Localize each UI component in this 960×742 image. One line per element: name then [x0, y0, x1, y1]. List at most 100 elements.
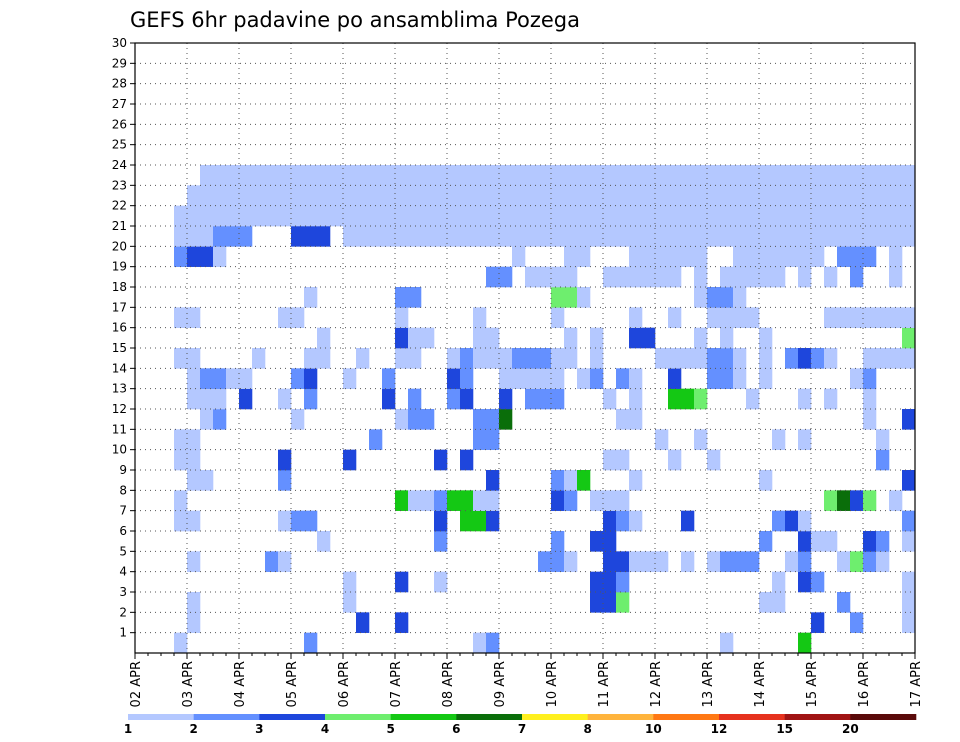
- heatmap-cell: [356, 348, 370, 369]
- heatmap-cell: [356, 185, 370, 206]
- heatmap-cell: [798, 632, 812, 654]
- heatmap-cell: [902, 205, 916, 227]
- heatmap-cell: [772, 226, 786, 247]
- x-tick-label: 11 APR: [597, 661, 612, 707]
- heatmap-cell: [174, 348, 188, 369]
- heatmap-cell: [681, 185, 695, 206]
- heatmap-cell: [473, 409, 487, 430]
- heatmap-cell: [408, 490, 422, 511]
- heatmap-cell: [603, 449, 617, 471]
- heatmap-cell: [564, 246, 578, 267]
- heatmap-cell: [187, 470, 201, 491]
- heatmap-cell: [486, 510, 500, 532]
- heatmap-cell: [837, 226, 851, 247]
- heatmap-cell: [681, 226, 695, 247]
- heatmap-cell: [278, 205, 292, 227]
- heatmap-cell: [187, 449, 201, 471]
- heatmap-cell: [590, 185, 604, 206]
- heatmap-cell: [265, 551, 279, 572]
- heatmap-cell: [707, 185, 721, 206]
- heatmap-cell: [655, 246, 669, 267]
- heatmap-cell: [759, 368, 773, 389]
- heatmap-cell: [226, 226, 240, 247]
- heatmap-cell: [785, 185, 799, 206]
- y-tick-label: 30: [112, 36, 127, 50]
- heatmap-cell: [798, 510, 812, 532]
- heatmap-cell: [538, 226, 552, 247]
- heatmap-cell: [902, 348, 916, 369]
- heatmap-cell: [434, 165, 448, 186]
- heatmap-cell: [395, 571, 409, 593]
- heatmap-cell: [616, 409, 630, 430]
- x-tick-label: 16 APR: [857, 661, 872, 707]
- heatmap-cell: [538, 368, 552, 389]
- y-tick-label: 26: [112, 117, 127, 131]
- heatmap-cell: [447, 368, 461, 389]
- heatmap-cell: [460, 165, 474, 186]
- heatmap-cell: [512, 185, 526, 206]
- heatmap-cell: [551, 531, 565, 552]
- heatmap-cell: [590, 368, 604, 389]
- y-tick-label: 25: [112, 138, 127, 152]
- heatmap-cell: [486, 409, 500, 430]
- y-tick-label: 12: [112, 402, 127, 416]
- y-tick-label: 14: [112, 361, 127, 375]
- heatmap-cell: [252, 185, 266, 206]
- heatmap-cell: [564, 266, 578, 288]
- heatmap-cell: [759, 165, 773, 186]
- heatmap-cell: [551, 266, 565, 288]
- y-tick-label: 1: [119, 626, 127, 640]
- legend-swatch: [390, 714, 457, 720]
- heatmap-cell: [863, 409, 877, 430]
- legend-label: 2: [189, 722, 197, 736]
- heatmap-cell: [343, 368, 357, 389]
- heatmap-cell: [889, 307, 903, 328]
- y-tick-label: 20: [112, 239, 127, 253]
- heatmap-cell: [772, 165, 786, 186]
- heatmap-cell: [551, 551, 565, 572]
- heatmap-cell: [798, 429, 812, 450]
- heatmap-cell: [720, 226, 734, 247]
- x-tick-label: 08 APR: [441, 661, 456, 707]
- heatmap-cell: [629, 327, 643, 349]
- heatmap-cell: [395, 185, 409, 206]
- heatmap-cell: [616, 551, 630, 572]
- heatmap-cell: [798, 226, 812, 247]
- heatmap-cell: [486, 348, 500, 369]
- heatmap-cell: [772, 246, 786, 267]
- heatmap-cell: [642, 226, 656, 247]
- heatmap-cell: [668, 205, 682, 227]
- heatmap-cell: [733, 307, 747, 328]
- heatmap-cell: [707, 165, 721, 186]
- heatmap-cell: [486, 185, 500, 206]
- legend-swatch: [653, 714, 720, 720]
- heatmap-cell: [642, 327, 656, 349]
- heatmap-cell: [382, 368, 396, 389]
- heatmap-cell: [902, 165, 916, 186]
- heatmap-cell: [785, 551, 799, 572]
- heatmap-cell: [473, 185, 487, 206]
- heatmap-cell: [889, 348, 903, 369]
- heatmap-cell: [551, 470, 565, 491]
- heatmap-cell: [681, 348, 695, 369]
- heatmap-cell: [291, 510, 305, 532]
- heatmap-cell: [486, 205, 500, 227]
- heatmap-cell: [694, 287, 708, 308]
- heatmap-cell: [798, 185, 812, 206]
- heatmap-cell: [174, 205, 188, 227]
- heatmap-cell: [876, 307, 890, 328]
- heatmap-cell: [408, 388, 422, 410]
- heatmap-cell: [473, 510, 487, 532]
- heatmap-cell: [278, 388, 292, 410]
- heatmap-cell: [759, 531, 773, 552]
- heatmap-cell: [421, 226, 435, 247]
- heatmap-cell: [408, 226, 422, 247]
- heatmap-cell: [421, 205, 435, 227]
- heatmap-cell: [590, 205, 604, 227]
- legend-swatch: [259, 714, 326, 720]
- heatmap-cell: [486, 165, 500, 186]
- heatmap-cell: [863, 185, 877, 206]
- heatmap-cell: [616, 510, 630, 532]
- heatmap-cell: [850, 226, 864, 247]
- heatmap-cell: [681, 551, 695, 572]
